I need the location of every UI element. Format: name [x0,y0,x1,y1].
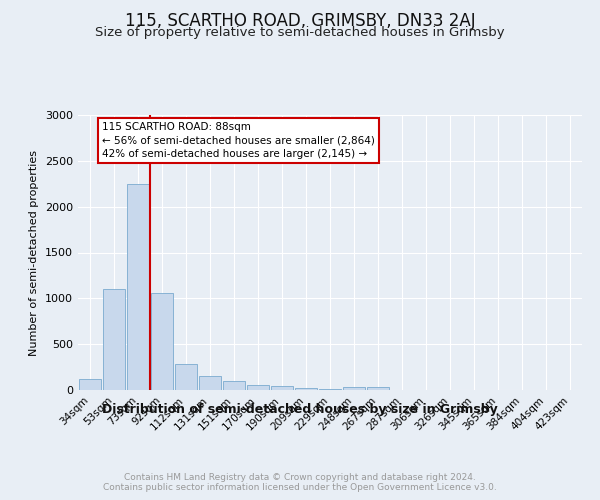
Bar [151,293,173,390]
Bar [319,388,341,390]
Text: Size of property relative to semi-detached houses in Grimsby: Size of property relative to semi-detach… [95,26,505,39]
Bar [223,382,245,390]
Bar [343,387,365,390]
Bar [367,387,389,390]
Text: Distribution of semi-detached houses by size in Grimsby: Distribution of semi-detached houses by … [102,402,498,415]
Bar [295,388,317,390]
Bar [175,364,197,390]
Text: 115 SCARTHO ROAD: 88sqm
← 56% of semi-detached houses are smaller (2,864)
42% of: 115 SCARTHO ROAD: 88sqm ← 56% of semi-de… [102,122,375,158]
Text: 115, SCARTHO ROAD, GRIMSBY, DN33 2AJ: 115, SCARTHO ROAD, GRIMSBY, DN33 2AJ [125,12,475,30]
Bar [79,378,101,390]
Text: Contains HM Land Registry data © Crown copyright and database right 2024.
Contai: Contains HM Land Registry data © Crown c… [103,472,497,492]
Bar [127,184,149,390]
Bar [271,386,293,390]
Y-axis label: Number of semi-detached properties: Number of semi-detached properties [29,150,40,356]
Bar [199,376,221,390]
Bar [103,289,125,390]
Bar [247,385,269,390]
